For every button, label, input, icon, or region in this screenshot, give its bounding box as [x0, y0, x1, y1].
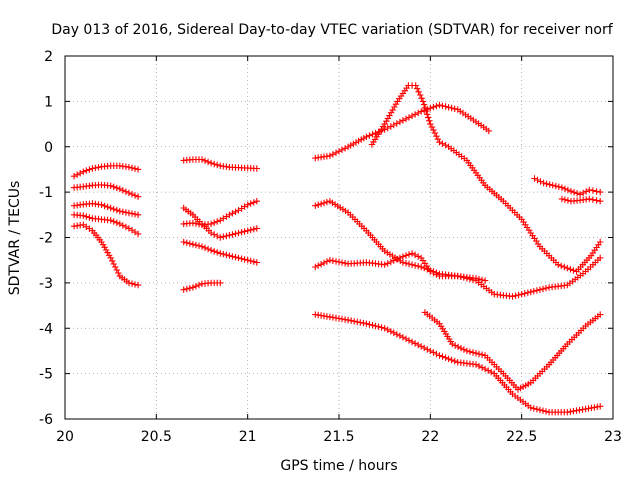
- series-s8: [180, 198, 260, 228]
- y-tick-label: 1: [44, 94, 53, 110]
- series-s9: [180, 238, 260, 266]
- series-markers: [421, 309, 604, 393]
- series-markers: [312, 311, 604, 416]
- y-tick-label: 0: [44, 140, 53, 156]
- x-tick-label: 20.5: [141, 429, 172, 445]
- series-markers: [180, 204, 260, 241]
- x-tick-label: 20: [56, 429, 74, 445]
- series-s11: [312, 101, 492, 162]
- y-tick-label: -4: [39, 321, 53, 337]
- series-markers: [70, 211, 142, 238]
- series-markers: [70, 162, 142, 180]
- series-s3: [70, 200, 142, 218]
- y-tick-label: -5: [39, 367, 53, 383]
- series-s16: [421, 309, 604, 393]
- y-tick-label: -1: [39, 185, 53, 201]
- series-markers: [312, 198, 604, 300]
- x-tick-label: 23: [604, 429, 622, 445]
- x-tick-label: 21: [239, 429, 257, 445]
- y-tick-label: -6: [39, 412, 53, 428]
- series-markers: [70, 221, 142, 289]
- x-tick-label: 22.5: [506, 429, 537, 445]
- series-markers: [70, 181, 142, 200]
- series-s17: [531, 175, 604, 198]
- series-markers: [180, 156, 260, 172]
- y-tick-label: -3: [39, 276, 53, 292]
- series-markers: [70, 200, 142, 218]
- series-s10: [180, 279, 224, 293]
- grid: [65, 56, 613, 419]
- series-markers: [312, 101, 492, 162]
- series-markers: [558, 195, 604, 205]
- series-markers: [180, 198, 260, 228]
- series-s14: [312, 250, 489, 284]
- series-s18: [558, 195, 604, 205]
- series-markers: [180, 238, 260, 266]
- x-axis-label: GPS time / hours: [280, 458, 397, 474]
- x-tick-label: 22: [421, 429, 439, 445]
- chart-title: Day 013 of 2016, Sidereal Day-to-day VTE…: [51, 22, 613, 38]
- y-tick-label: 2: [44, 49, 53, 65]
- x-tick-label: 21.5: [323, 429, 354, 445]
- series-s5: [70, 221, 142, 289]
- series-s2: [70, 181, 142, 200]
- series-markers: [180, 279, 224, 293]
- series-s13: [312, 198, 604, 300]
- y-tick-label: -2: [39, 231, 53, 247]
- series-s1: [70, 162, 142, 180]
- series-s15: [312, 311, 604, 416]
- series-s12: [368, 82, 604, 275]
- series-s4: [70, 211, 142, 238]
- series-s7: [180, 204, 260, 241]
- series-markers: [368, 82, 604, 275]
- axis-ticks: 20 20.5 21 21.5 22 22.5 23 -6 -5 -4 -3 -2 -1 0 1 2: [39, 49, 622, 445]
- series-markers: [312, 250, 489, 284]
- y-axis-label: SDTVAR / TECUs: [7, 181, 23, 296]
- series-markers: [531, 175, 604, 198]
- data-series: [70, 82, 604, 416]
- series-s6: [180, 156, 260, 172]
